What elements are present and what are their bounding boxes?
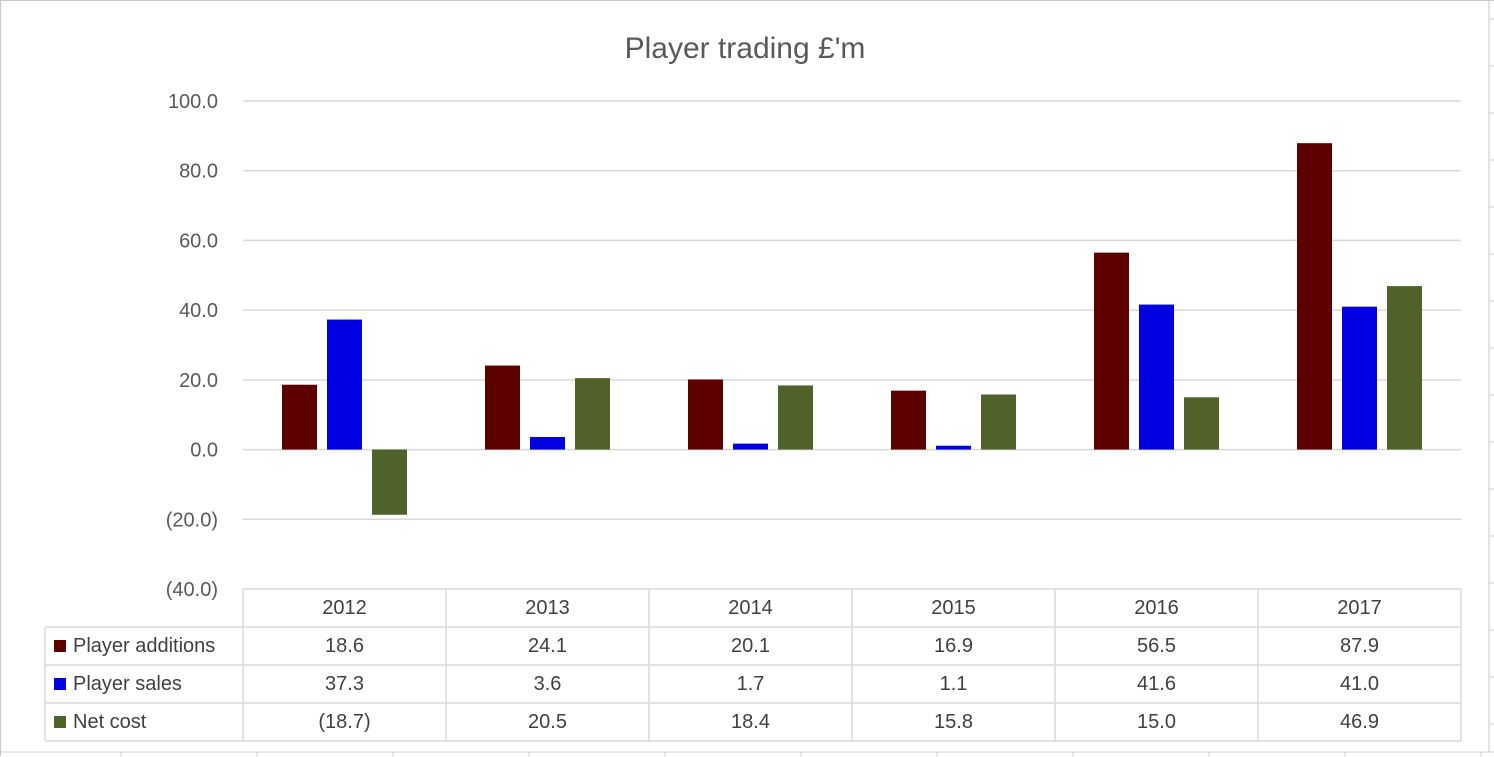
data-label: 46.9 xyxy=(1340,711,1379,733)
y-tick-label: (40.0) xyxy=(166,579,218,601)
bar xyxy=(1184,397,1219,450)
legend-label: Player additions xyxy=(73,635,215,657)
bars xyxy=(282,143,1422,515)
data-label: 20.5 xyxy=(528,711,567,733)
data-label: 15.8 xyxy=(934,711,973,733)
legend-label: Net cost xyxy=(73,711,147,733)
bar xyxy=(372,449,407,515)
bar xyxy=(936,445,971,450)
y-tick-label: 80.0 xyxy=(179,161,218,183)
bar xyxy=(778,385,813,450)
data-label: (18.7) xyxy=(318,711,370,733)
legend-label: Player sales xyxy=(73,673,182,695)
data-label: 3.6 xyxy=(534,673,562,695)
bar xyxy=(1387,286,1422,450)
bar xyxy=(1094,252,1129,450)
x-tick-label: 2017 xyxy=(1337,597,1382,619)
data-label: 87.9 xyxy=(1340,635,1379,657)
data-label: 1.1 xyxy=(940,673,968,695)
y-tick-label: 40.0 xyxy=(179,300,218,322)
data-label: 41.0 xyxy=(1340,673,1379,695)
x-tick-label: 2013 xyxy=(525,597,570,619)
x-tick-label: 2012 xyxy=(322,597,367,619)
data-label: 56.5 xyxy=(1137,635,1176,657)
bar xyxy=(530,437,565,450)
legend-swatch xyxy=(54,678,66,690)
bar xyxy=(733,443,768,450)
bar xyxy=(891,390,926,450)
bar xyxy=(981,394,1016,450)
y-tick-label: 100.0 xyxy=(168,91,218,113)
data-label: 1.7 xyxy=(737,673,765,695)
x-tick-label: 2015 xyxy=(931,597,976,619)
legend-swatch xyxy=(54,640,66,652)
legend-swatch xyxy=(54,716,66,728)
y-tick-label: 60.0 xyxy=(179,230,218,252)
bar xyxy=(1297,143,1332,450)
data-label: 20.1 xyxy=(731,635,770,657)
bar xyxy=(1139,304,1174,450)
y-tick-label: 0.0 xyxy=(190,440,218,462)
gridlines xyxy=(243,100,1461,521)
bar xyxy=(1342,306,1377,450)
y-axis-ticks: 100.0 80.0 60.0 40.0 20.0 0.0 (20.0) (40.0) xyxy=(166,91,218,601)
data-label: 15.0 xyxy=(1137,711,1176,733)
bar xyxy=(688,379,723,450)
y-tick-label: (20.0) xyxy=(166,509,218,531)
data-label: 18.6 xyxy=(325,635,364,657)
chart-title: Player trading £'m xyxy=(625,32,866,65)
bar xyxy=(485,365,520,450)
bar xyxy=(282,384,317,450)
data-label: 18.4 xyxy=(731,711,770,733)
x-tick-label: 2016 xyxy=(1134,597,1179,619)
x-tick-label: 2014 xyxy=(728,597,773,619)
bar xyxy=(575,378,610,450)
y-tick-label: 20.0 xyxy=(179,370,218,392)
data-label: 37.3 xyxy=(325,673,364,695)
data-label: 24.1 xyxy=(528,635,567,657)
data-label: 16.9 xyxy=(934,635,973,657)
data-label: 41.6 xyxy=(1137,673,1176,695)
bar xyxy=(327,319,362,450)
